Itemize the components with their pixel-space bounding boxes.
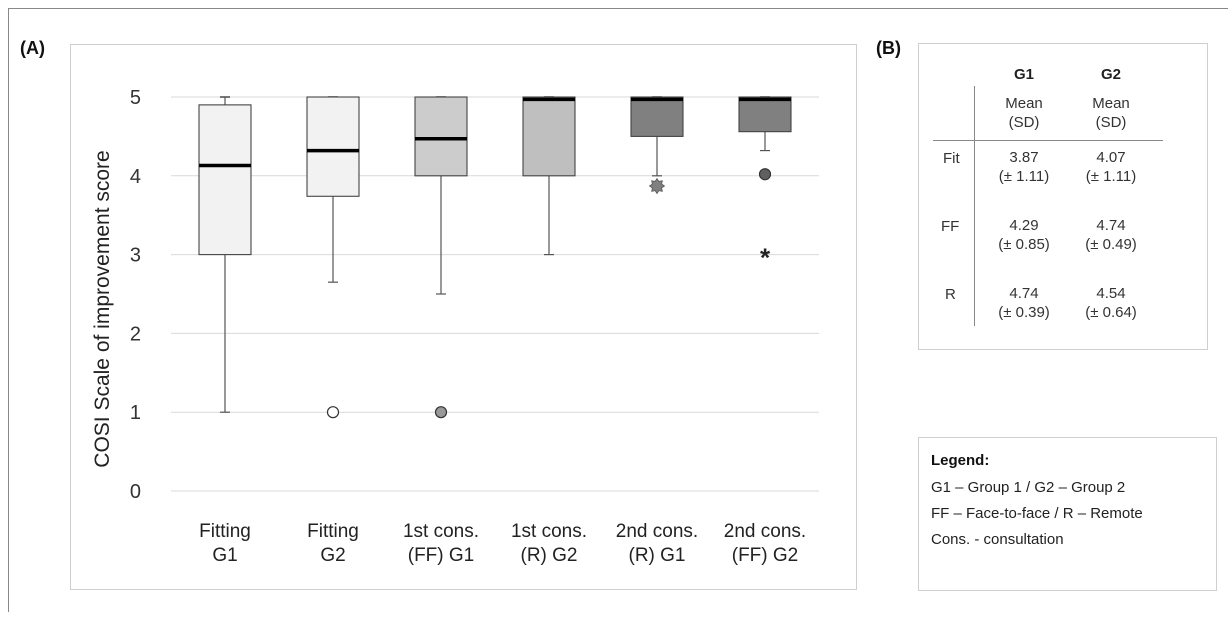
row-label-fit: Fit [943,150,960,167]
outlier-burst [648,177,666,195]
box-iqr [738,96,792,133]
boxplot-chart: * 0 1 2 3 4 5 Fitting G1 Fitting G2 1st cons. (FF) … [70,44,857,590]
stats-table: G1 G2 Mean (SD) Mean (SD) Fit 3.87 (± 1.… [918,43,1208,350]
panel-a-label: (A) [20,38,45,58]
x-tick-label-line2: (FF) G2 [732,545,799,566]
cell-ff-g1-sd: (± 0.85) [998,236,1050,253]
col-head-g2: G2 [1100,66,1121,83]
y-tick-label: 0 [130,481,141,503]
box-group-1 [198,96,252,413]
outlier-asterisk: * [760,243,771,273]
cell-ff-g1-mean: 4.29 [1009,217,1039,234]
panel-b-label: (B) [876,38,901,58]
outlier-circle [326,406,340,419]
col-sub-g1-mean: Mean [1005,95,1043,112]
table-vertical-rule [974,86,975,326]
legend-line-groups: G1 – Group 1 / G2 – Group 2 [931,479,1126,496]
cell-r-g1-mean: 4.74 [1009,285,1039,302]
x-tick-label-line1: 2nd cons. [724,521,806,542]
y-tick-label: 4 [130,166,141,188]
cell-r-g2-sd: (± 0.64) [1085,304,1137,321]
cell-ff-g2-sd: (± 0.49) [1085,236,1137,253]
row-label-r: R [945,286,956,303]
row-label-ff: FF [941,218,960,235]
legend-line-modes: FF – Face-to-face / R – Remote [931,505,1143,522]
box-iqr [306,96,360,197]
figure-frame [8,8,1228,612]
legend-box: Legend: G1 – Group 1 / G2 – Group 2 FF –… [918,437,1217,591]
box-iqr [522,96,576,177]
x-tick-label-line1: 1st cons. [511,521,587,542]
box-iqr [414,96,468,177]
table-horizontal-rule [933,140,1163,141]
col-head-g1: G1 [1013,66,1034,83]
box-group-4 [522,96,576,256]
y-tick-label: 1 [130,402,141,424]
legend-line-cons: Cons. - consultation [931,531,1064,548]
y-axis-label: COSI Scale of improvement score [91,150,114,467]
y-tick-label: 5 [130,87,141,109]
x-tick-label-line2: (FF) G1 [408,545,475,566]
cell-fit-g2-sd: (± 1.11) [1085,168,1137,185]
box-group-2 [306,96,360,419]
outlier-circle [758,168,772,181]
cell-fit-g2-mean: 4.07 [1096,149,1126,166]
cell-r-g1-sd: (± 0.39) [998,304,1050,321]
y-tick-label: 3 [130,245,141,267]
outlier-circle [434,406,448,419]
box-iqr [630,96,684,137]
col-sub-g2-mean: Mean [1092,95,1130,112]
x-tick-label-line2: (R) G2 [521,545,578,566]
box-group-3 [414,96,468,419]
x-tick-label-line1: 1st cons. [403,521,479,542]
cell-fit-g1-mean: 3.87 [1009,149,1039,166]
y-tick-label: 2 [130,323,141,345]
legend-title: Legend: [931,452,990,469]
x-tick-label-line2: G1 [212,545,237,566]
x-tick-label-line2: G2 [320,545,345,566]
box-iqr [198,104,252,256]
box-group-5 [630,96,684,195]
cell-ff-g2-mean: 4.74 [1096,217,1126,234]
col-sub-g1-sd: (SD) [1008,114,1040,131]
boxplot-svg: * 0 1 2 3 4 5 Fitting G1 Fitting G2 1st cons. (FF) … [91,87,819,566]
cell-fit-g1-sd: (± 1.11) [998,168,1050,185]
x-tick-label-line1: 2nd cons. [616,521,698,542]
x-tick-label-line1: Fitting [199,521,251,542]
x-tick-label-line2: (R) G1 [629,545,686,566]
box-group-6: * [738,96,792,273]
x-tick-label-line1: Fitting [307,521,359,542]
cell-r-g2-mean: 4.54 [1096,285,1126,302]
col-sub-g2-sd: (SD) [1095,114,1127,131]
